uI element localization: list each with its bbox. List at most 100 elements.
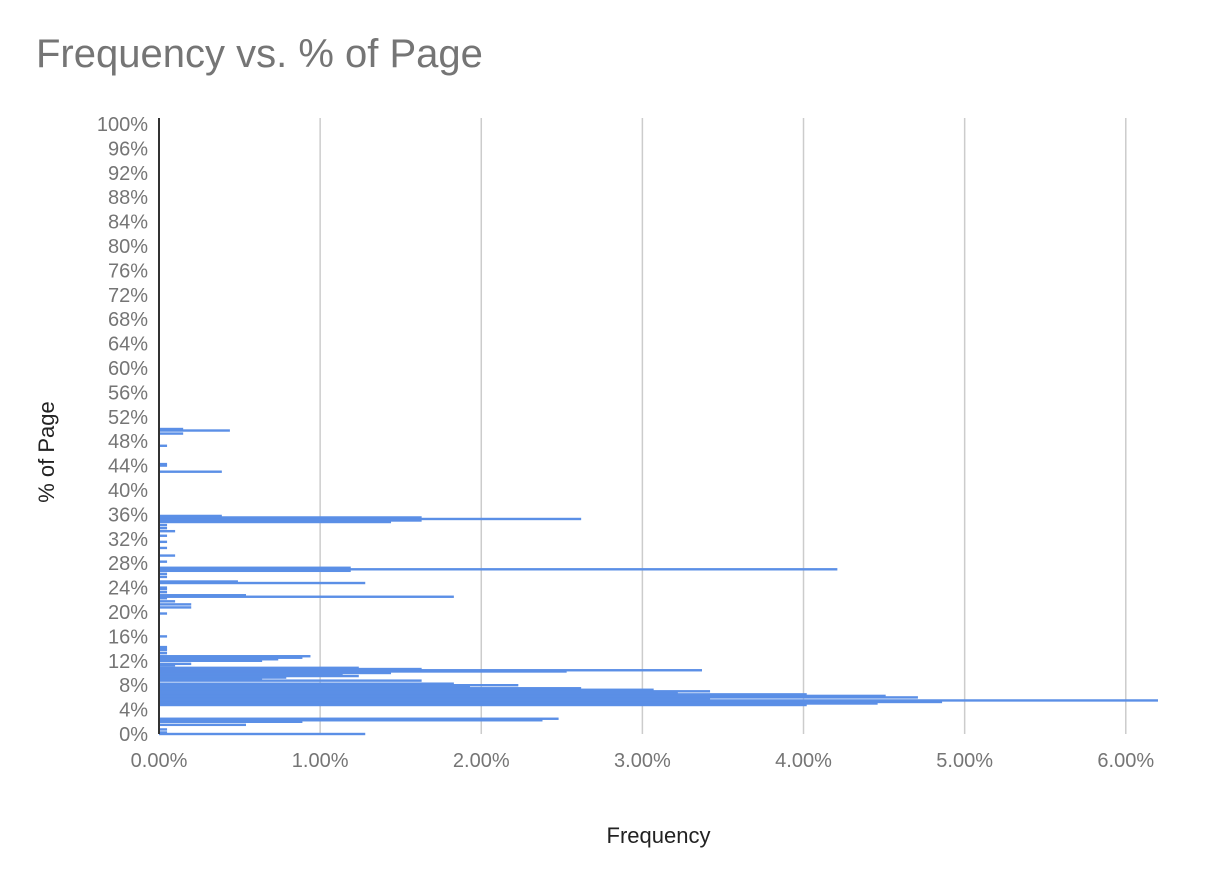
bar bbox=[159, 612, 168, 615]
bar bbox=[159, 694, 886, 698]
bar bbox=[159, 645, 168, 649]
bar bbox=[159, 600, 176, 603]
y-tick-label: 76% bbox=[108, 260, 148, 282]
bar bbox=[159, 658, 279, 661]
bar bbox=[159, 526, 168, 530]
bar bbox=[159, 655, 311, 658]
bar bbox=[159, 648, 168, 652]
bar bbox=[159, 444, 168, 447]
y-tick-label: 72% bbox=[108, 285, 148, 307]
y-tick-label: 28% bbox=[108, 553, 148, 575]
y-tick-label: 24% bbox=[108, 578, 148, 600]
bar bbox=[159, 534, 168, 537]
bar bbox=[159, 647, 168, 650]
bar bbox=[159, 667, 422, 671]
y-tick-label: 44% bbox=[108, 456, 148, 478]
bar bbox=[159, 687, 582, 690]
bar bbox=[159, 731, 168, 734]
bar bbox=[159, 677, 263, 681]
bar bbox=[159, 569, 351, 573]
bar bbox=[159, 566, 351, 569]
y-tick-label: 20% bbox=[108, 602, 148, 624]
bar bbox=[159, 581, 366, 585]
bar bbox=[159, 673, 343, 676]
bar-series bbox=[159, 427, 1158, 736]
x-tick-label: 5.00% bbox=[936, 750, 993, 772]
x-tick-label: 3.00% bbox=[614, 750, 671, 772]
bar bbox=[159, 697, 711, 701]
x-tick-label: 4.00% bbox=[775, 750, 832, 772]
bar bbox=[159, 662, 192, 666]
bar bbox=[159, 685, 470, 688]
bar bbox=[159, 520, 392, 524]
bar bbox=[159, 688, 654, 691]
bar bbox=[159, 572, 168, 576]
bar bbox=[159, 719, 543, 722]
bar bbox=[159, 603, 192, 606]
x-tick-label: 1.00% bbox=[292, 750, 349, 772]
bar bbox=[159, 690, 711, 693]
y-tick-label: 68% bbox=[108, 309, 148, 331]
y-tick-label: 0% bbox=[119, 724, 148, 746]
y-tick-label: 64% bbox=[108, 334, 148, 356]
y-tick-label: 88% bbox=[108, 187, 148, 209]
chart-title: Frequency vs. % of Page bbox=[36, 32, 483, 76]
bar bbox=[159, 676, 287, 679]
bar bbox=[159, 529, 176, 533]
bar bbox=[159, 514, 222, 518]
bar bbox=[159, 717, 559, 720]
x-tick-label: 6.00% bbox=[1097, 750, 1154, 772]
bar bbox=[159, 586, 168, 589]
bar bbox=[159, 723, 247, 727]
bar bbox=[159, 659, 263, 662]
bar bbox=[159, 560, 168, 563]
y-tick-label: 52% bbox=[108, 407, 148, 429]
bar bbox=[159, 682, 454, 685]
bar bbox=[159, 523, 168, 527]
y-tick-label: 16% bbox=[108, 626, 148, 648]
y-tick-label: 60% bbox=[108, 358, 148, 380]
bar bbox=[159, 696, 918, 699]
bar bbox=[159, 597, 168, 600]
y-tick-label: 100% bbox=[97, 114, 148, 136]
bar bbox=[159, 540, 168, 544]
y-tick-label: 96% bbox=[108, 138, 148, 160]
bar bbox=[159, 684, 519, 687]
x-axis-title: Frequency bbox=[607, 823, 711, 848]
bar bbox=[159, 546, 168, 550]
bar bbox=[159, 594, 247, 597]
bar bbox=[159, 700, 943, 704]
grid-lines bbox=[319, 118, 1127, 734]
bar bbox=[159, 699, 1158, 702]
y-tick-label: 8% bbox=[119, 675, 148, 697]
bar bbox=[159, 580, 238, 583]
y-tick-label: 36% bbox=[108, 504, 148, 526]
y-tick-label: 48% bbox=[108, 431, 148, 453]
y-tick-label: 80% bbox=[108, 236, 148, 258]
bar bbox=[159, 670, 567, 673]
bar bbox=[159, 517, 582, 521]
y-tick-label: 40% bbox=[108, 480, 148, 502]
bar bbox=[159, 728, 168, 731]
bar bbox=[159, 674, 359, 678]
y-tick-label: 12% bbox=[108, 651, 148, 673]
bar bbox=[159, 693, 807, 696]
y-tick-label: 56% bbox=[108, 382, 148, 404]
bar bbox=[159, 432, 184, 435]
bar bbox=[159, 664, 176, 667]
bar bbox=[159, 671, 392, 675]
bar bbox=[159, 470, 222, 473]
bar bbox=[159, 429, 230, 432]
bar bbox=[159, 656, 303, 659]
bar bbox=[159, 606, 192, 609]
bar bbox=[159, 554, 176, 557]
bar bbox=[159, 732, 366, 736]
y-tick-label: 32% bbox=[108, 529, 148, 551]
y-axis-title: % of Page bbox=[34, 401, 59, 503]
bar bbox=[159, 666, 359, 670]
x-axis-ticks: 0.00% 1.00% 2.00% 3.00% 4.00% 5.00% 6.00% bbox=[131, 750, 1155, 772]
y-axis-ticks: 0%4% 8%12% 16%20%24% 28%32% 36%40%44% 48%52% 5… bbox=[97, 114, 148, 746]
bar bbox=[159, 720, 303, 723]
bar bbox=[159, 691, 678, 695]
